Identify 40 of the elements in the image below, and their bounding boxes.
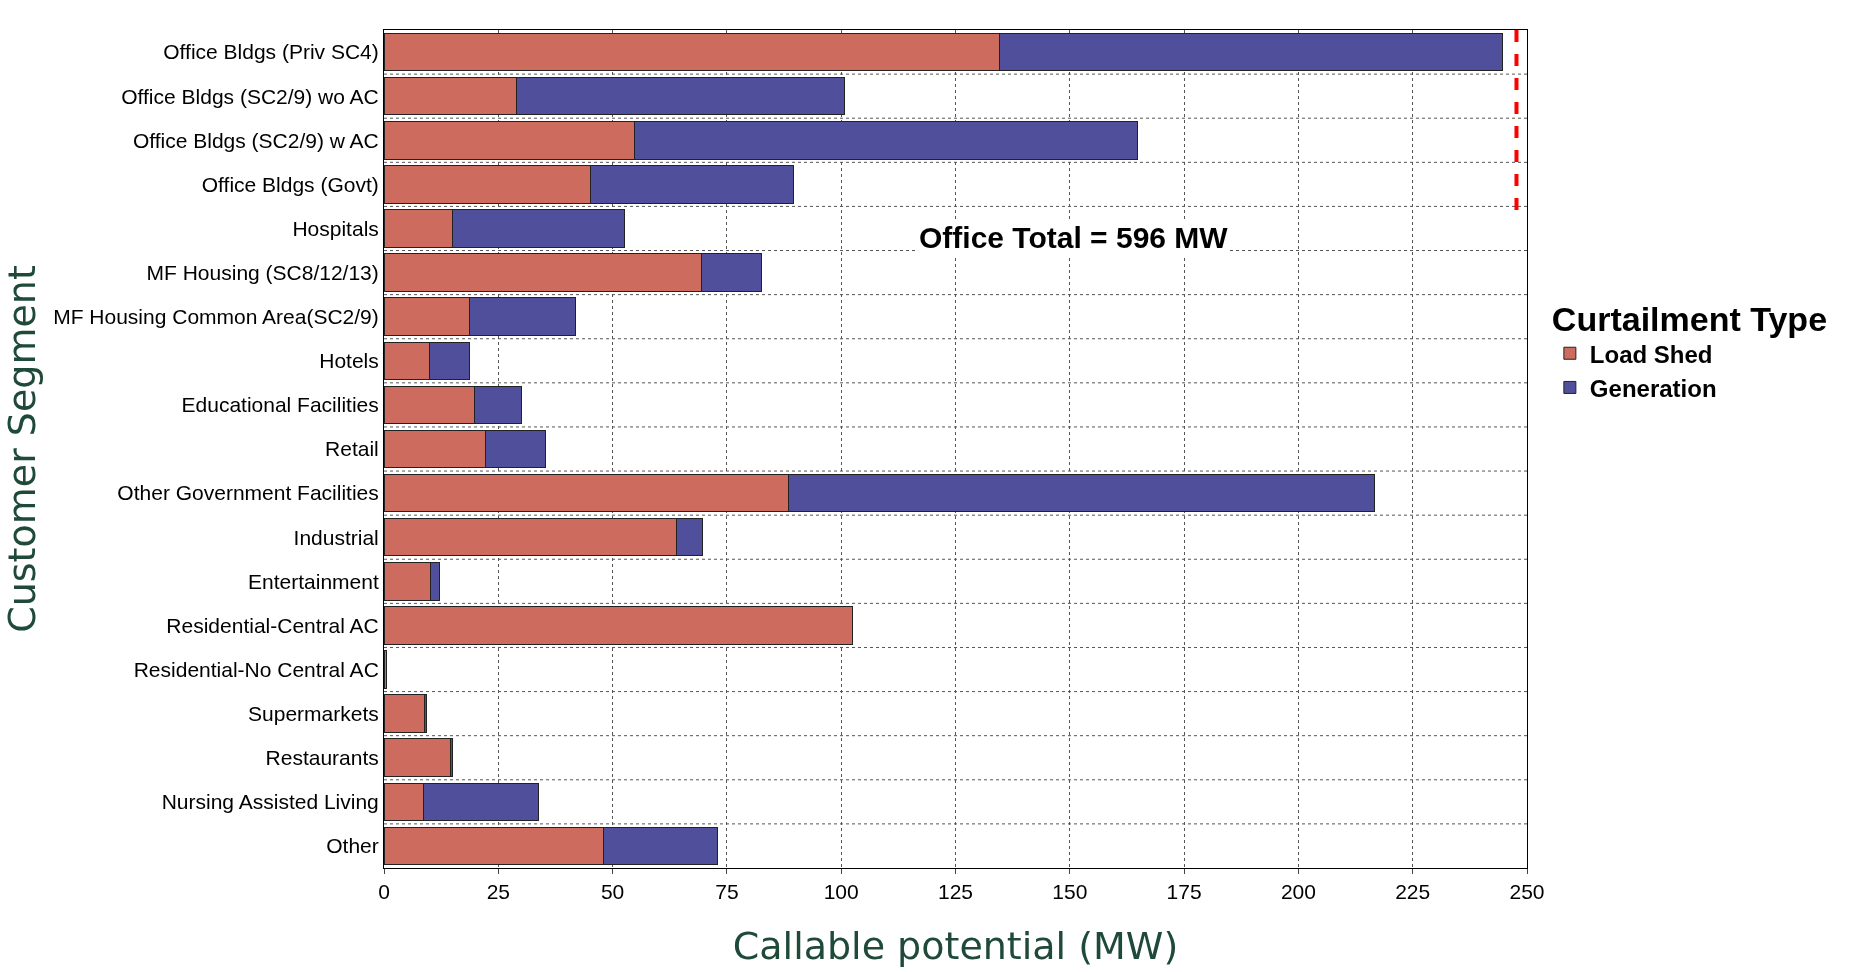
x-tick-label: 150 [1052,880,1088,904]
bar [384,738,451,777]
x-tick-label: 225 [1395,880,1431,904]
y-tick-label: Restaurants [265,746,379,770]
bar [384,650,387,689]
legend-label: Load Shed [1589,340,1713,368]
y-tick-label: Industrial [293,525,379,549]
x-tick-label: 250 [1509,880,1545,904]
bar [384,606,853,645]
legend-title: Curtailment Type [1551,300,1828,339]
x-tick-label: 125 [937,880,974,904]
x-tick-label: 25 [486,880,510,904]
x-axis-title: Callable potential (MW) [732,924,1179,969]
x-tick-label: 100 [823,880,859,904]
y-tick-label: Office Bldgs (Priv SC4) [163,40,379,64]
x-tick-label: 175 [1166,880,1202,904]
y-tick-label: Hotels [319,349,379,373]
annotation: Office Total = 596 MW [919,221,1229,254]
y-tick-label: Residential-No Central AC [133,657,379,681]
y-tick-label: Entertainment [248,569,379,593]
bar [384,694,426,733]
y-tick-label: MF Housing (SC8/12/13) [146,260,379,284]
y-tick-label: Residential-Central AC [166,613,379,637]
y-tick-label: Office Bldgs (Govt) [201,172,379,196]
y-tick-label: Other Government Facilities [117,481,379,505]
y-tick-label: Supermarkets [248,701,379,725]
x-tick-label: 200 [1280,880,1316,904]
x-tick-label: 50 [600,880,625,904]
x-tick-label: 75 [715,880,739,904]
y-tick-label: Educational Facilities [181,393,379,417]
legend-label: Generation [1589,374,1717,402]
y-tick-label: Hospitals [292,216,379,240]
y-tick-label: Office Bldgs (SC2/9) w AC [132,128,379,152]
y-tick-label: Office Bldgs (SC2/9) wo AC [121,84,379,108]
y-tick-label: MF Housing Common Area(SC2/9) [53,305,379,329]
y-tick-label: Other [326,834,379,858]
y-tick-label: Nursing Assisted Living [161,790,379,814]
y-axis-title: Customer Segment [0,265,44,633]
x-tick-label: 0 [378,880,390,904]
y-tick-label: Retail [325,437,379,461]
